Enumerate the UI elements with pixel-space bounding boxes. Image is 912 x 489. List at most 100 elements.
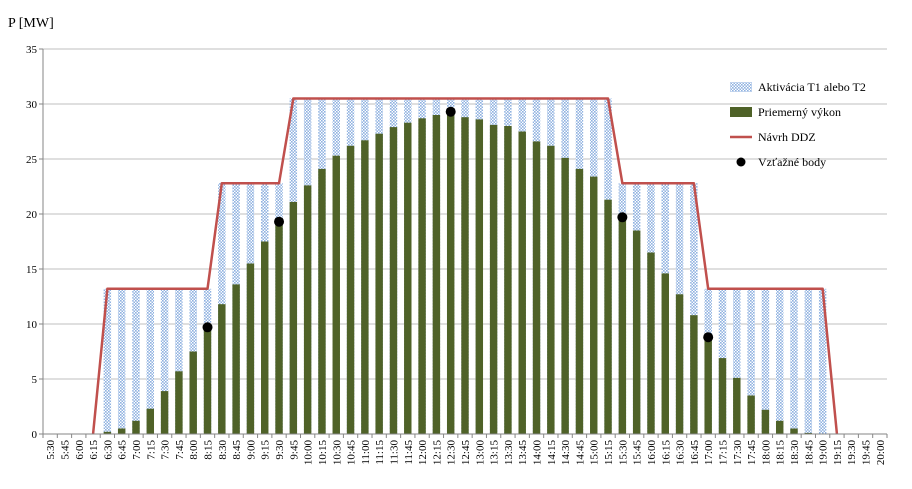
x-tick-label: 18:00 [760, 440, 772, 466]
x-tick-label: 15:15 [603, 440, 615, 466]
x-tick-label: 11:00 [360, 440, 372, 465]
power-bar [261, 241, 269, 434]
power-bar [618, 214, 627, 434]
power-bar [704, 338, 712, 434]
x-tick-label: 5:45 [59, 440, 71, 460]
x-tick-label: 14:30 [560, 440, 572, 466]
activation-bar [818, 288, 827, 434]
activation-bar [132, 288, 140, 434]
legend-swatch-power [730, 107, 752, 117]
reference-point [445, 106, 456, 117]
x-tick-label: 11:15 [374, 440, 386, 465]
activation-bar [175, 288, 183, 434]
power-bar [117, 428, 126, 434]
power-bar [361, 140, 369, 435]
power-bar [446, 112, 455, 435]
reference-point [202, 322, 213, 333]
x-tick-label: 14:45 [574, 440, 586, 466]
power-bar [332, 155, 340, 434]
y-tick-label: 35 [26, 44, 38, 56]
power-bar [189, 351, 197, 434]
power-bar [590, 176, 598, 434]
power-bar [418, 118, 426, 435]
x-tick-label: 6:15 [88, 440, 100, 460]
power-bar [604, 199, 612, 434]
power-bar [775, 420, 784, 434]
x-tick-label: 10:00 [303, 440, 315, 466]
activation-bar [790, 288, 798, 434]
x-tick-label: 8:45 [231, 440, 243, 460]
x-tick-label: 7:45 [174, 440, 186, 460]
x-tick-label: 8:00 [188, 440, 200, 460]
power-bar [232, 284, 240, 434]
legend-label: Návrh DDZ [758, 130, 816, 144]
activation-bar [747, 288, 755, 434]
x-tick-label: 10:15 [317, 440, 329, 466]
reference-point [703, 332, 714, 343]
legend: Aktivácia T1 alebo T2 Priemerný výkon Návr… [730, 80, 866, 169]
x-tick-label: 7:30 [160, 440, 172, 460]
x-tick-label: 13:30 [503, 440, 515, 466]
power-bar [461, 117, 469, 434]
y-tick-label: 5 [32, 374, 38, 386]
y-tick-label: 15 [26, 264, 38, 276]
reference-points [202, 106, 714, 343]
y-axis-label: P [MW] [8, 16, 54, 31]
x-tick-label: 9:15 [260, 440, 272, 460]
reference-point [617, 212, 628, 223]
legend-label: Priemerný výkon [758, 105, 841, 119]
power-bar [303, 185, 312, 434]
power-bar [632, 230, 641, 434]
power-bar [690, 315, 698, 434]
x-tick-label: 10:45 [346, 440, 358, 466]
power-bar [518, 131, 526, 434]
legend-label: Aktivácia T1 alebo T2 [758, 80, 866, 94]
x-tick-labels: 5:30 5:45 6:00 6:15 6:30 6:45 7:00 7:15 7:30 7:45… [45, 440, 887, 466]
power-bar [675, 294, 684, 434]
x-tick-label: 12:30 [446, 440, 458, 466]
power-bar [389, 127, 398, 434]
y-tick-label: 0 [32, 429, 38, 441]
power-bar [289, 201, 298, 434]
x-tick-label: 12:45 [460, 440, 472, 466]
x-tick-label: 17:00 [703, 440, 715, 466]
power-bar [318, 168, 326, 434]
power-bar [432, 115, 441, 434]
activation-bar [761, 288, 770, 434]
x-tick-label: 19:45 [861, 440, 873, 466]
power-bar [203, 329, 212, 434]
power-bar [504, 126, 512, 434]
activation-bar [117, 288, 126, 434]
power-bar [647, 252, 655, 434]
x-tick-label: 18:15 [775, 440, 787, 466]
ddz-line [91, 97, 839, 435]
power-bar [661, 273, 669, 434]
x-tick-label: 17:15 [717, 440, 729, 466]
x-tick-label: 7:15 [145, 440, 157, 460]
y-tick-label: 10 [26, 319, 38, 331]
reference-point [274, 216, 285, 227]
x-tick-label: 18:45 [803, 440, 815, 466]
x-tick-label: 19:00 [818, 440, 830, 466]
power-bar [346, 145, 355, 435]
legend-swatch-activation [730, 82, 752, 92]
x-tick-label: 7:00 [131, 440, 143, 460]
activation-bar [146, 288, 155, 434]
activation-bar [733, 288, 741, 434]
x-tick-label: 13:15 [489, 440, 501, 466]
x-tick-label: 6:30 [102, 440, 114, 460]
power-bar [718, 358, 727, 434]
x-tick-label: 15:00 [589, 440, 601, 466]
activation-bar [103, 288, 112, 434]
x-tick-label: 11:30 [388, 440, 400, 465]
x-tick-label: 16:00 [646, 440, 658, 466]
y-tick-label: 30 [26, 99, 38, 111]
power-bar [275, 221, 283, 434]
power-bar [218, 304, 226, 434]
y-tick-labels: 0 5 10 15 20 25 30 35 [26, 44, 38, 441]
power-bar [489, 124, 498, 435]
x-tick-label: 16:15 [660, 440, 672, 466]
activation-bar [160, 288, 169, 434]
x-tick-label: 14:15 [546, 440, 558, 466]
power-bar [733, 377, 741, 434]
